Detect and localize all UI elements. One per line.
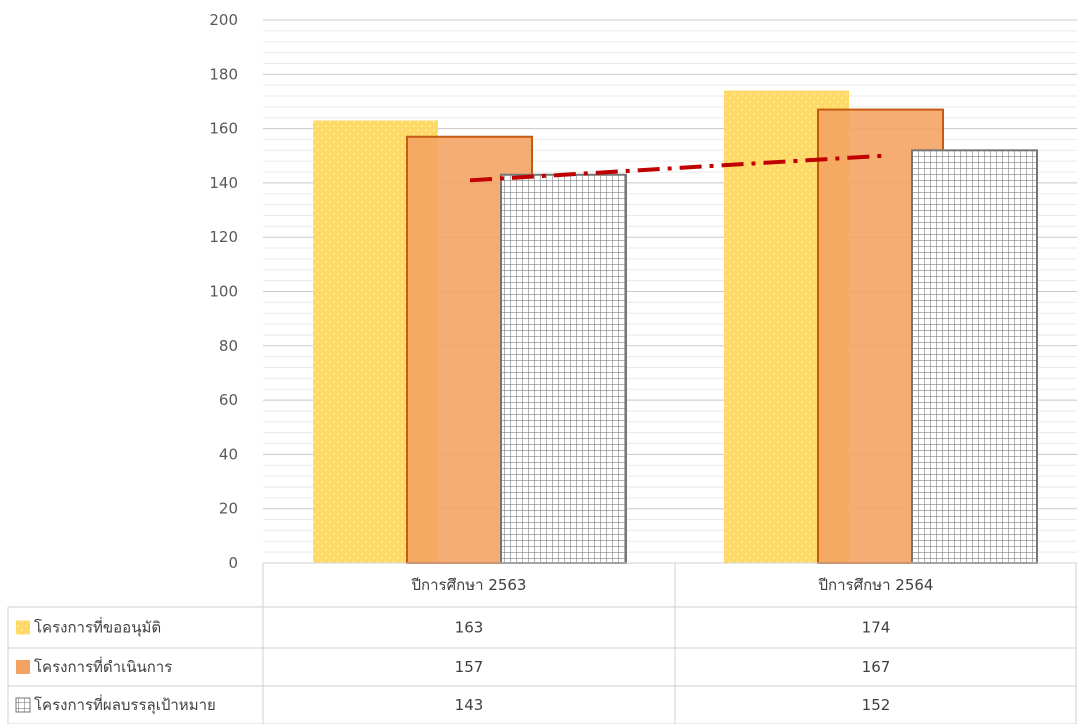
table-value: 163 (455, 619, 484, 637)
trendline-line (469, 153, 883, 183)
table-value: 174 (862, 619, 891, 637)
table-value: 157 (455, 658, 484, 676)
y-tick-label: 180 (209, 65, 238, 83)
y-tick-label: 80 (219, 337, 238, 355)
y-tick-label: 20 (219, 500, 238, 518)
y-tick-label: 40 (219, 445, 238, 463)
data-table: ปีการศึกษา 2563 ปีการศึกษา 2564 โครงการที่… (7, 562, 1077, 724)
category-label: ปีการศึกษา 2563 (411, 576, 527, 594)
legend-label: โครงการที่ผลบรรลุเป้าหมาย (34, 694, 216, 715)
legend-key (16, 660, 30, 674)
bar (500, 173, 627, 564)
y-tick-label: 200 (209, 11, 238, 29)
y-tick-label: 120 (209, 228, 238, 246)
legend-label: โครงการที่ขออนุมัติ (34, 617, 161, 638)
bars (313, 90, 1038, 564)
y-tick-label: 0 (228, 554, 238, 572)
legend-key (15, 697, 31, 713)
table-value: 143 (455, 696, 484, 714)
y-tick-label: 100 (209, 283, 238, 301)
y-tick-label: 140 (209, 174, 238, 192)
table-value: 167 (862, 658, 891, 676)
legend-key (16, 620, 30, 635)
category-label: ปีการศึกษา 2564 (818, 576, 934, 594)
bar (911, 149, 1038, 564)
y-axis: 0 20 40 60 80 100 120 140 160 180 200 (209, 11, 238, 572)
y-tick-label: 60 (219, 391, 238, 409)
table-value: 152 (862, 696, 891, 714)
legend-label: โครงการที่ดำเนินการ (34, 656, 172, 676)
trendline (469, 153, 883, 183)
y-tick-label: 160 (209, 120, 238, 138)
